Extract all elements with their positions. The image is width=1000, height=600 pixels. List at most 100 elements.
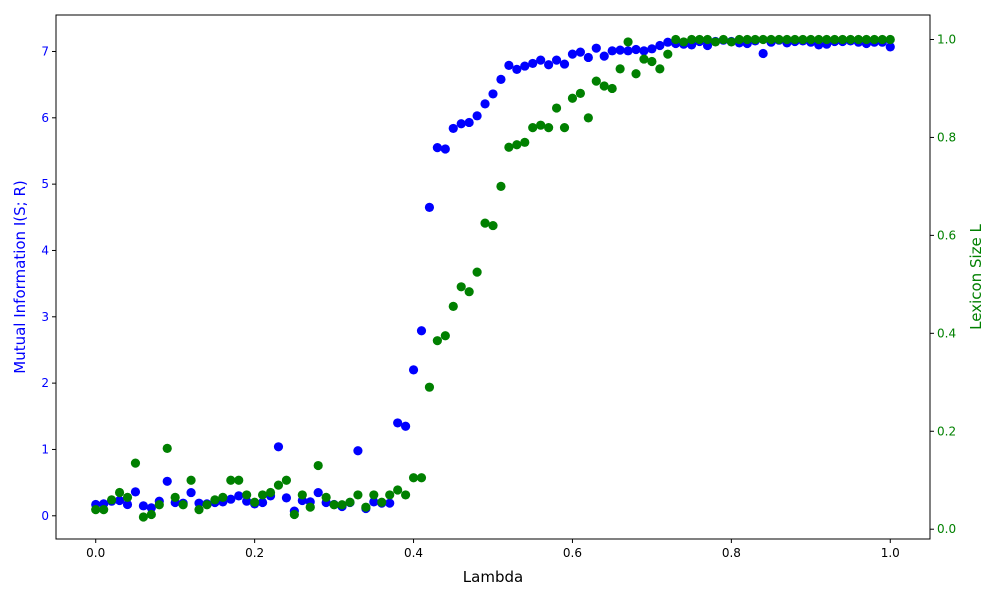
lexicon-size-point [138,512,148,522]
mutual-information-point [408,365,419,375]
lexicon-size-point [321,492,331,502]
mutual-information-point [480,99,490,109]
lexicon-size-point [440,331,450,341]
mutual-information-point [424,202,435,212]
lexicon-size-point [130,458,141,468]
lexicon-size-point [798,34,808,45]
mutual-information-point [607,46,617,56]
lexicon-size-point [599,81,609,91]
lexicon-size-point [456,282,466,292]
lexicon-size-point [154,500,164,510]
mutual-information-point [146,503,156,513]
mutual-information-point [575,47,586,57]
mutual-information-point [885,42,895,52]
mutual-information-point [559,59,570,69]
lexicon-size-point [369,490,379,500]
lexicon-size-point [694,34,705,45]
x-tick-label: 0.6 [563,546,582,560]
lexicon-size-point [758,34,768,45]
lexicon-size-point [250,497,260,507]
lexicon-size-point [607,83,617,94]
mutual-information-point [528,58,538,69]
mutual-information-point [623,46,633,56]
y-left-tick-label: 7 [41,44,49,58]
lexicon-size-point [734,34,744,45]
lexicon-size-point [790,34,800,45]
lexicon-size-point [313,460,323,471]
ticks-layer: 0.0 0.2 0.4 0.6 0.8 1.0 0 1 2 3 4 5 6 7 0.0 0.2 0.4 0.6 0.… [41,32,956,560]
lexicon-size-point [575,88,586,98]
lexicon-size-point [289,509,299,520]
plot-frame [55,14,931,540]
lexicon-size-point [718,34,729,45]
mutual-information-point [226,494,236,504]
lexicon-size-point [170,492,180,502]
lexicon-size-point [782,34,792,45]
lexicon-size-point [766,34,776,45]
mutual-information-point [520,61,530,71]
mutual-information-point [655,40,665,51]
lexicon-size-point [663,49,673,59]
y-right-tick-label: 0.0 [937,522,956,536]
lexicon-size-point [448,301,458,311]
mutual-information-point [385,498,395,508]
lexicon-size-point [822,34,832,45]
lexicon-size-point [623,37,633,47]
lexicon-size-point [838,34,848,45]
mutual-information-point [512,64,522,74]
lexicon-size-point [814,34,824,45]
mutual-information-point [186,487,196,498]
mutual-information-point [281,493,292,503]
lexicon-size-point [281,475,292,485]
lexicon-size-point [210,495,220,505]
lexicon-size-point [218,492,228,502]
mutual-information-point [536,55,546,65]
mutual-information-point [194,498,204,508]
lexicon-size-point [512,140,522,150]
y-right-tick-label: 0.6 [937,228,956,242]
mutual-information-point [663,37,673,47]
x-tick-label: 0.2 [245,546,264,560]
mutual-information-point [138,501,148,511]
lexicon-size-point [853,34,864,45]
lexicon-size-point [305,502,315,512]
lexicon-size-point [345,497,355,507]
lexicon-size-point [710,37,721,47]
mutual-information-point [393,418,403,428]
lexicon-size-point [679,37,689,47]
lexicon-size-point [114,487,125,498]
lexicon-size-point [297,490,307,500]
lexicon-size-point [146,509,156,520]
lexicon-size-point [504,142,514,152]
y-right-tick-label: 1.0 [937,32,956,46]
y-left-tick-label: 1 [41,442,49,456]
mutual-information-point [448,123,458,134]
lexicon-size-point [861,34,872,45]
lexicon-size-point [91,505,101,515]
mutual-information-point [234,491,244,501]
y-left-tick-label: 3 [41,310,49,324]
lexicon-size-point [99,505,109,515]
lexicon-size-point [544,123,554,133]
lexicon-size-point [273,480,284,490]
lexicon-size-point [655,64,665,74]
mutual-information-point [440,144,450,154]
lexicon-size-point [178,500,188,510]
lexicon-size-point [615,64,625,74]
y-axis-right-label: Lexicon Size L [967,223,985,329]
lexicon-size-point [162,443,172,454]
mutual-information-point [456,119,466,129]
lexicon-size-point [226,475,236,485]
lexicon-size-point [687,34,697,45]
mutual-information-point [273,442,284,452]
lexicon-size-point [242,490,252,500]
y-right-tick-label: 0.4 [937,326,956,340]
lexicon-size-point [774,34,784,45]
lexicon-size-point [186,475,196,485]
y-left-tick-label: 2 [41,376,49,390]
lexicon-size-point [726,37,736,47]
mutual-information-point [647,44,657,54]
lexicon-size-point [393,485,403,495]
